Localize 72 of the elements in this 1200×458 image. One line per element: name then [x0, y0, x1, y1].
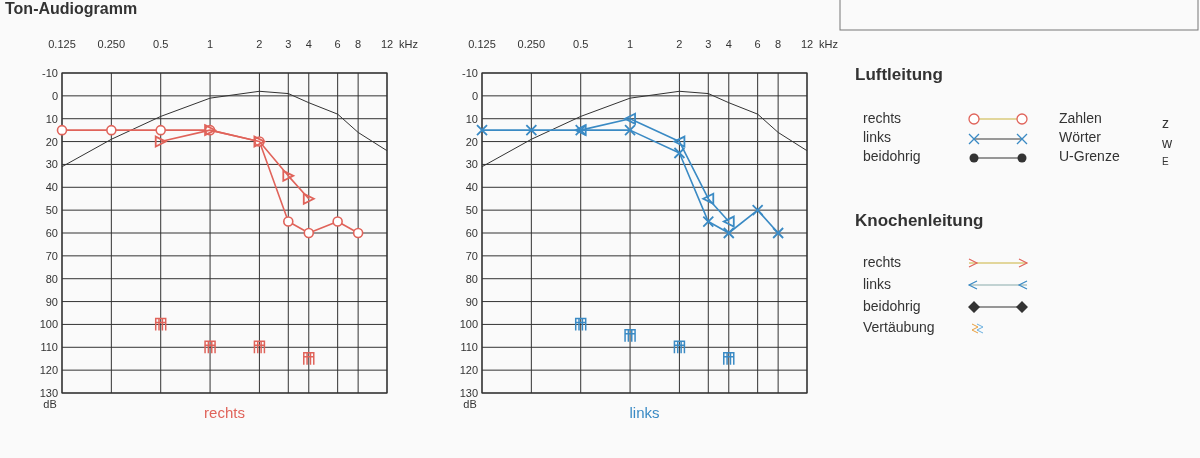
y-tick-label: 20: [45, 135, 58, 148]
x-axis-title: kHz: [399, 38, 418, 50]
text: Wörter: [1059, 129, 1102, 145]
x-tick-label: 0.5: [153, 38, 169, 50]
text: w: [1161, 135, 1173, 151]
text: links: [863, 129, 892, 145]
y-tick-label: 10: [465, 112, 478, 125]
text: rechts: [204, 404, 245, 421]
y-axis-title: dB: [463, 398, 477, 410]
y-tick-label: 50: [45, 204, 58, 217]
x-tick-label: 0.125: [48, 38, 76, 50]
text: beidohrig: [863, 148, 921, 164]
text: beidohrig: [863, 298, 921, 314]
text: Knochenleitung: [855, 211, 984, 230]
y-tick-label: 0: [51, 89, 58, 102]
x-tick-label: 6: [334, 38, 341, 50]
y-tick-label: 40: [465, 181, 478, 194]
y-tick-label: 70: [465, 249, 478, 262]
y-tick-label: 130: [459, 387, 478, 399]
text: z: [1162, 115, 1169, 131]
y-tick-label: 100: [39, 318, 58, 331]
x-tick-label: 1: [627, 38, 634, 50]
text: links: [629, 404, 660, 421]
x-tick-label: 0.250: [97, 38, 126, 50]
y-tick-label: 90: [465, 295, 478, 308]
text: Vertäubung: [863, 319, 935, 335]
x-tick-label: 0.5: [573, 38, 589, 50]
y-tick-label: 0: [471, 89, 478, 102]
y-tick-label: 60: [45, 227, 58, 239]
y-tick-label: 80: [465, 272, 478, 285]
x-tick-label: 0.250: [517, 38, 546, 50]
y-tick-label: 50: [465, 204, 478, 217]
y-tick-label: 40: [45, 181, 58, 194]
x-tick-label: 4: [305, 38, 312, 50]
y-tick-label: -10: [42, 67, 58, 79]
y-tick-label: 110: [40, 341, 58, 354]
text: rechts: [863, 254, 902, 270]
y-axis-title: dB: [43, 398, 57, 410]
text: rechts: [863, 110, 902, 126]
y-tick-label: 110: [460, 341, 478, 354]
chart-title: Ton-Audiogramm: [5, 0, 138, 17]
y-tick-label: 120: [459, 364, 478, 377]
x-tick-label: 12: [800, 38, 814, 50]
text: Zahlen: [1059, 110, 1102, 126]
x-tick-label: 0.125: [468, 38, 496, 50]
x-tick-label: 3: [705, 38, 712, 50]
x-tick-label: 3: [285, 38, 292, 50]
x-tick-label: 8: [355, 38, 362, 50]
x-tick-label: 1: [207, 38, 214, 50]
y-tick-label: 60: [465, 227, 478, 239]
y-tick-label: 100: [459, 318, 478, 331]
text: Luftleitung: [855, 65, 943, 84]
y-tick-label: 20: [465, 135, 478, 148]
y-tick-label: 120: [39, 364, 58, 377]
text: links: [863, 276, 892, 292]
x-axis-title: kHz: [819, 38, 838, 50]
y-tick-label: 70: [45, 249, 58, 262]
x-tick-label: 6: [754, 38, 761, 50]
x-tick-label: 2: [256, 38, 263, 50]
y-tick-label: 80: [45, 272, 58, 285]
x-tick-label: 12: [380, 38, 394, 50]
y-tick-label: -10: [462, 67, 478, 79]
y-tick-label: 10: [45, 112, 58, 125]
text: U-Grenze: [1059, 148, 1120, 164]
x-tick-label: 4: [725, 38, 732, 50]
y-tick-label: 90: [45, 295, 58, 308]
y-tick-label: 30: [465, 158, 478, 171]
x-tick-label: 8: [775, 38, 782, 50]
y-tick-label: 130: [39, 387, 58, 399]
text: E: [1162, 156, 1169, 167]
x-tick-label: 2: [676, 38, 683, 50]
y-tick-label: 30: [45, 158, 58, 171]
